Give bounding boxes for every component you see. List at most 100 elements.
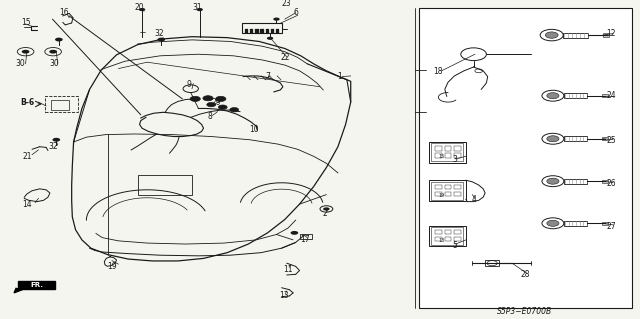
- Text: 28: 28: [520, 270, 529, 279]
- Circle shape: [545, 32, 558, 38]
- Text: 13: 13: [438, 238, 445, 243]
- Bar: [445, 237, 451, 241]
- Bar: [435, 230, 442, 234]
- Text: 26: 26: [606, 179, 616, 188]
- Bar: [435, 153, 442, 158]
- Bar: [445, 192, 451, 196]
- Text: 15: 15: [438, 154, 445, 160]
- Bar: [18, 281, 55, 289]
- Text: 16: 16: [59, 8, 69, 17]
- Bar: [445, 153, 451, 158]
- Circle shape: [55, 38, 63, 41]
- Bar: [431, 227, 463, 245]
- Bar: [245, 29, 248, 33]
- Bar: [45, 96, 78, 112]
- Circle shape: [207, 102, 216, 107]
- Bar: [602, 94, 607, 97]
- Bar: [485, 260, 499, 266]
- Text: 30: 30: [15, 59, 26, 68]
- Text: 19: 19: [439, 193, 445, 198]
- Text: 11: 11: [284, 265, 292, 274]
- Bar: [563, 33, 588, 38]
- Bar: [138, 175, 192, 195]
- Text: 21: 21: [22, 152, 31, 161]
- Text: 32: 32: [154, 29, 164, 38]
- Bar: [429, 180, 466, 201]
- Bar: [564, 221, 587, 226]
- Circle shape: [52, 138, 60, 142]
- Text: 19: 19: [107, 262, 117, 271]
- Circle shape: [230, 108, 239, 112]
- Text: 3: 3: [452, 155, 457, 164]
- Text: 1: 1: [337, 72, 342, 81]
- Bar: [435, 185, 442, 189]
- Text: 7: 7: [265, 72, 270, 81]
- Text: 6: 6: [293, 8, 298, 17]
- Circle shape: [139, 8, 145, 11]
- Text: B-6: B-6: [20, 98, 34, 107]
- Circle shape: [547, 178, 559, 184]
- Text: 25: 25: [606, 136, 616, 145]
- Text: 18: 18: [434, 67, 443, 76]
- Bar: [564, 93, 587, 98]
- Text: 29: 29: [211, 98, 221, 107]
- Text: 31: 31: [192, 4, 202, 12]
- Circle shape: [196, 8, 203, 11]
- Bar: [603, 33, 609, 37]
- Bar: [271, 29, 274, 33]
- Bar: [445, 146, 451, 151]
- Text: 13: 13: [279, 291, 289, 300]
- Circle shape: [49, 50, 57, 54]
- Text: 10: 10: [249, 125, 259, 134]
- Text: 2: 2: [323, 209, 328, 218]
- Text: 24: 24: [606, 91, 616, 100]
- Text: 4: 4: [471, 195, 476, 204]
- Text: 23: 23: [281, 0, 291, 8]
- Circle shape: [323, 207, 330, 211]
- Text: 20: 20: [134, 4, 145, 12]
- Bar: [454, 146, 461, 151]
- Circle shape: [218, 105, 227, 109]
- Text: S5P3−E0700B: S5P3−E0700B: [497, 307, 552, 316]
- Bar: [435, 237, 442, 241]
- Bar: [260, 29, 264, 33]
- Bar: [429, 226, 466, 246]
- Circle shape: [22, 50, 29, 54]
- Bar: [454, 230, 461, 234]
- Bar: [300, 234, 312, 239]
- Text: FR.: FR.: [30, 282, 43, 287]
- Text: 8: 8: [207, 112, 212, 121]
- Bar: [454, 153, 461, 158]
- Circle shape: [547, 93, 559, 99]
- Bar: [454, 185, 461, 189]
- Polygon shape: [14, 288, 22, 293]
- Circle shape: [216, 96, 226, 101]
- Circle shape: [547, 136, 559, 142]
- Bar: [454, 192, 461, 196]
- Bar: [266, 29, 269, 33]
- Circle shape: [273, 18, 280, 21]
- Circle shape: [267, 37, 273, 40]
- Bar: [564, 136, 587, 141]
- Bar: [602, 137, 607, 140]
- Circle shape: [291, 231, 298, 235]
- Bar: [445, 230, 451, 234]
- Text: 14: 14: [22, 200, 32, 209]
- Bar: [602, 180, 607, 183]
- Text: 22: 22: [280, 53, 289, 62]
- Bar: [435, 146, 442, 151]
- Bar: [431, 182, 463, 200]
- Text: 17: 17: [300, 235, 310, 244]
- Bar: [564, 179, 587, 184]
- Bar: [250, 29, 253, 33]
- Bar: [51, 100, 69, 110]
- Text: 9: 9: [186, 80, 191, 89]
- Text: 15: 15: [20, 18, 31, 27]
- Bar: [276, 29, 279, 33]
- Text: 5: 5: [452, 241, 457, 250]
- Bar: [431, 143, 463, 161]
- Bar: [242, 23, 282, 33]
- Bar: [445, 185, 451, 189]
- Circle shape: [203, 96, 213, 101]
- Circle shape: [157, 38, 165, 41]
